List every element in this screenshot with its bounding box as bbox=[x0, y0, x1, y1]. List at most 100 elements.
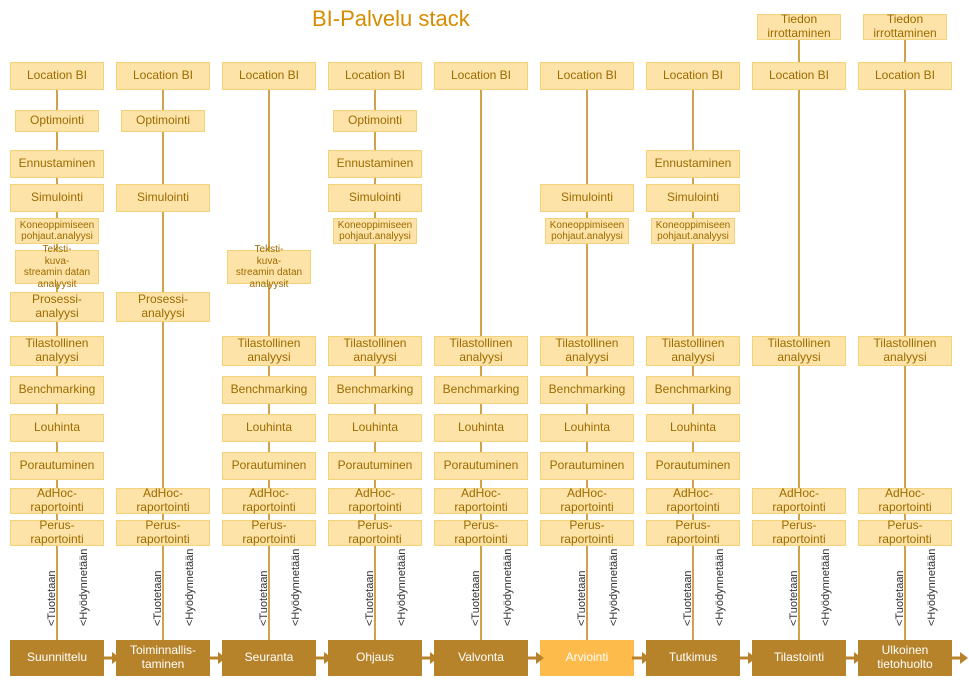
stack-cell: Benchmarking bbox=[328, 376, 422, 404]
stack-cell: Benchmarking bbox=[646, 376, 740, 404]
stack-cell: Porautuminen bbox=[222, 452, 316, 480]
stack-cell: Tilastollinen analyysi bbox=[858, 336, 952, 366]
stack-cell: Perus- raportointi bbox=[434, 520, 528, 546]
stack-cell: Perus- raportointi bbox=[328, 520, 422, 546]
stack-cell: Porautuminen bbox=[646, 452, 740, 480]
stack-cell: Benchmarking bbox=[10, 376, 104, 404]
stack-cell: Teksti- kuva- streamin datan analyysit bbox=[15, 250, 99, 284]
category-box: Tutkimus bbox=[646, 640, 740, 676]
stack-cell: Location BI bbox=[10, 62, 104, 90]
stack-cell: Louhinta bbox=[328, 414, 422, 442]
flow-arrow-icon bbox=[526, 649, 544, 667]
flow-arrow-icon bbox=[844, 649, 862, 667]
flow-arrow-icon bbox=[420, 649, 438, 667]
stack-cell: Koneoppimiseen pohjaut.analyysi bbox=[651, 218, 735, 244]
axis-label-hyodynnetaan: <Hyödynnetään bbox=[502, 549, 514, 626]
stack-cell: AdHoc- raportointi bbox=[646, 488, 740, 514]
stack-cell: Tilastollinen analyysi bbox=[646, 336, 740, 366]
stack-cell: Optimointi bbox=[333, 110, 417, 132]
stack-cell: Optimointi bbox=[15, 110, 99, 132]
axis-label-hyodynnetaan: <Hyödynnetään bbox=[396, 549, 408, 626]
flow-arrow-icon bbox=[208, 649, 226, 667]
category-box: Suunnittelu bbox=[10, 640, 104, 676]
stack-cell: Location BI bbox=[434, 62, 528, 90]
diagram-title: BI-Palvelu stack bbox=[312, 6, 470, 32]
stack-cell: Location BI bbox=[646, 62, 740, 90]
stack-cell: Ennustaminen bbox=[328, 150, 422, 178]
axis-label-tuotetaan: <Tuotetaan bbox=[470, 570, 482, 626]
stack-cell: Perus- raportointi bbox=[10, 520, 104, 546]
stack-cell: Perus- raportointi bbox=[752, 520, 846, 546]
stack-cell: AdHoc- raportointi bbox=[116, 488, 210, 514]
stack-cell: Koneoppimiseen pohjaut.analyysi bbox=[15, 218, 99, 244]
stack-cell: Tilastollinen analyysi bbox=[328, 336, 422, 366]
stack-cell: Benchmarking bbox=[540, 376, 634, 404]
stack-cell: Tiedon irrottaminen bbox=[757, 14, 841, 40]
stack-cell: Louhinta bbox=[540, 414, 634, 442]
stack-cell: Benchmarking bbox=[222, 376, 316, 404]
category-box: Toiminnallis- taminen bbox=[116, 640, 210, 676]
stack-cell: Tilastollinen analyysi bbox=[222, 336, 316, 366]
axis-label-hyodynnetaan: <Hyödynnetään bbox=[290, 549, 302, 626]
column-connector bbox=[162, 66, 164, 640]
category-box: Valvonta bbox=[434, 640, 528, 676]
stack-cell: AdHoc- raportointi bbox=[328, 488, 422, 514]
stack-cell: Tilastollinen analyysi bbox=[540, 336, 634, 366]
stack-cell: Louhinta bbox=[222, 414, 316, 442]
stack-cell: Louhinta bbox=[646, 414, 740, 442]
stack-cell: Location BI bbox=[222, 62, 316, 90]
axis-label-tuotetaan: <Tuotetaan bbox=[788, 570, 800, 626]
stack-cell: Koneoppimiseen pohjaut.analyysi bbox=[545, 218, 629, 244]
axis-label-hyodynnetaan: <Hyödynnetään bbox=[714, 549, 726, 626]
stack-cell: Location BI bbox=[540, 62, 634, 90]
stack-cell: AdHoc- raportointi bbox=[540, 488, 634, 514]
stack-cell: Tilastollinen analyysi bbox=[10, 336, 104, 366]
stack-cell: Simulointi bbox=[10, 184, 104, 212]
axis-label-tuotetaan: <Tuotetaan bbox=[46, 570, 58, 626]
stack-cell: AdHoc- raportointi bbox=[434, 488, 528, 514]
stack-cell: Porautuminen bbox=[540, 452, 634, 480]
stack-cell: Simulointi bbox=[328, 184, 422, 212]
stack-cell: Ennustaminen bbox=[10, 150, 104, 178]
stack-cell: AdHoc- raportointi bbox=[858, 488, 952, 514]
stack-cell: Perus- raportointi bbox=[116, 520, 210, 546]
axis-label-tuotetaan: <Tuotetaan bbox=[576, 570, 588, 626]
axis-label-tuotetaan: <Tuotetaan bbox=[152, 570, 164, 626]
stack-cell: Tiedon irrottaminen bbox=[863, 14, 947, 40]
stack-cell: Location BI bbox=[328, 62, 422, 90]
stack-cell: Perus- raportointi bbox=[540, 520, 634, 546]
axis-label-tuotetaan: <Tuotetaan bbox=[364, 570, 376, 626]
stack-cell: Simulointi bbox=[116, 184, 210, 212]
flow-arrow-icon bbox=[102, 649, 120, 667]
stack-cell: Porautuminen bbox=[434, 452, 528, 480]
axis-label-tuotetaan: <Tuotetaan bbox=[258, 570, 270, 626]
axis-label-hyodynnetaan: <Hyödynnetään bbox=[820, 549, 832, 626]
axis-label-tuotetaan: <Tuotetaan bbox=[682, 570, 694, 626]
stack-cell: AdHoc- raportointi bbox=[752, 488, 846, 514]
stack-cell: Perus- raportointi bbox=[222, 520, 316, 546]
stack-cell: Location BI bbox=[858, 62, 952, 90]
stack-cell: Louhinta bbox=[434, 414, 528, 442]
category-box: Ohjaus bbox=[328, 640, 422, 676]
stack-cell: Location BI bbox=[116, 62, 210, 90]
flow-arrow-icon bbox=[632, 649, 650, 667]
stack-cell: Location BI bbox=[752, 62, 846, 90]
stack-cell: Simulointi bbox=[540, 184, 634, 212]
axis-label-hyodynnetaan: <Hyödynnetään bbox=[608, 549, 620, 626]
category-box: Seuranta bbox=[222, 640, 316, 676]
stack-cell: Optimointi bbox=[121, 110, 205, 132]
flow-arrow-icon bbox=[314, 649, 332, 667]
stack-cell: Tilastollinen analyysi bbox=[752, 336, 846, 366]
stack-cell: Prosessi- analyysi bbox=[10, 292, 104, 322]
stack-cell: Porautuminen bbox=[328, 452, 422, 480]
axis-label-hyodynnetaan: <Hyödynnetään bbox=[926, 549, 938, 626]
category-box: Ulkoinen tietohuolto bbox=[858, 640, 952, 676]
stack-cell: Benchmarking bbox=[434, 376, 528, 404]
stack-cell: AdHoc- raportointi bbox=[10, 488, 104, 514]
flow-arrow-icon bbox=[950, 649, 968, 667]
stack-cell: Porautuminen bbox=[10, 452, 104, 480]
axis-label-hyodynnetaan: <Hyödynnetään bbox=[184, 549, 196, 626]
stack-cell: Koneoppimiseen pohjaut.analyysi bbox=[333, 218, 417, 244]
category-box: Tilastointi bbox=[752, 640, 846, 676]
stack-cell: Prosessi- analyysi bbox=[116, 292, 210, 322]
